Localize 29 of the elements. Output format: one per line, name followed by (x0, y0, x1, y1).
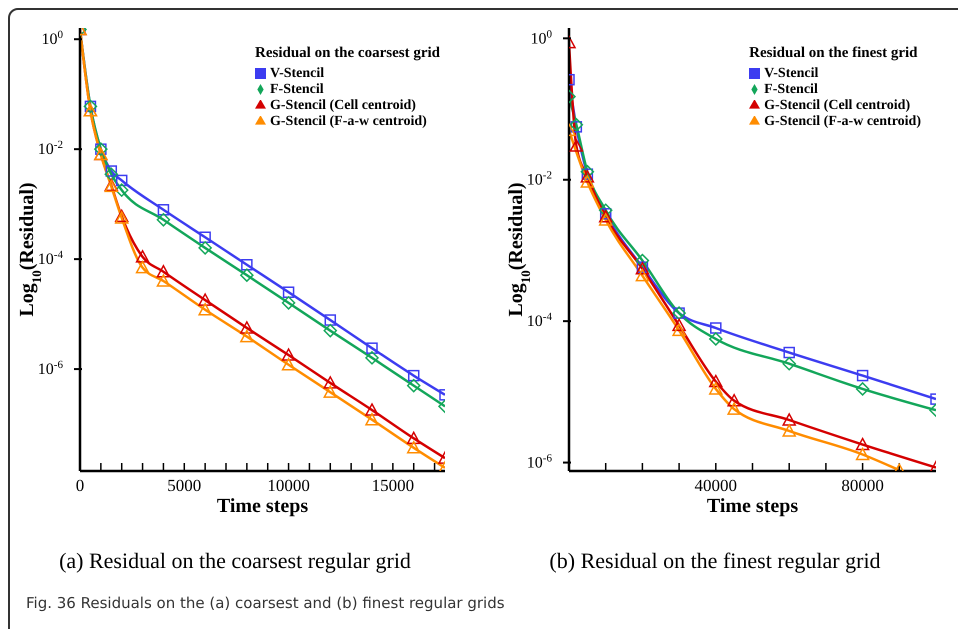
text: (a) Residual on the coarsest regular grid (58, 548, 412, 574)
x-tick-label: 15000 (372, 476, 414, 496)
y-tick-label: 10$^{0}$ (41, 29, 64, 48)
y-tick-label: 10$^{-6}$ (526, 452, 552, 472)
legend-title: Residual on the coarsest grid (255, 45, 440, 62)
x-tick-label: 80000 (841, 476, 884, 496)
x-axis-title: Time steps (216, 495, 308, 517)
y-tick-label: 10$^{-4}$ (38, 249, 64, 268)
legend-label: F-Stencil (270, 82, 324, 97)
y-tick-label: 10$^{0}$ (530, 28, 552, 48)
caption: Fig. 36 Residuals on the (a) coarsest and (b) finest regular grids (26, 594, 505, 612)
x-axis-title: Time steps (706, 495, 798, 517)
x-tick-label: 0 (76, 476, 84, 496)
x-tick-label: 40000 (694, 476, 738, 496)
legend-label: V-Stencil (270, 66, 324, 81)
y-tick-label: 10$^{-4}$ (526, 311, 552, 330)
legend-label: G-Stencil (Cell centroid) (764, 98, 910, 113)
legend-label: F-Stencil (764, 82, 818, 97)
y-tick-label: 10$^{-6}$ (38, 359, 64, 378)
y-tick-label: 10$^{-2}$ (526, 170, 552, 189)
text: (b) Residual on the finest regular grid (548, 548, 882, 574)
legend-label: G-Stencil (F-a-w centroid) (270, 114, 427, 129)
y-tick-label: 10$^{-2}$ (38, 139, 63, 158)
x-tick-label: 5000 (167, 476, 202, 496)
legend-title: Residual on the finest grid (749, 45, 919, 62)
legend-label: G-Stencil (F-a-w centroid) (764, 114, 921, 129)
x-tick-label: 10000 (267, 476, 310, 496)
legend-label: V-Stencil (764, 66, 818, 81)
legend-label: G-Stencil (Cell centroid) (270, 98, 416, 113)
